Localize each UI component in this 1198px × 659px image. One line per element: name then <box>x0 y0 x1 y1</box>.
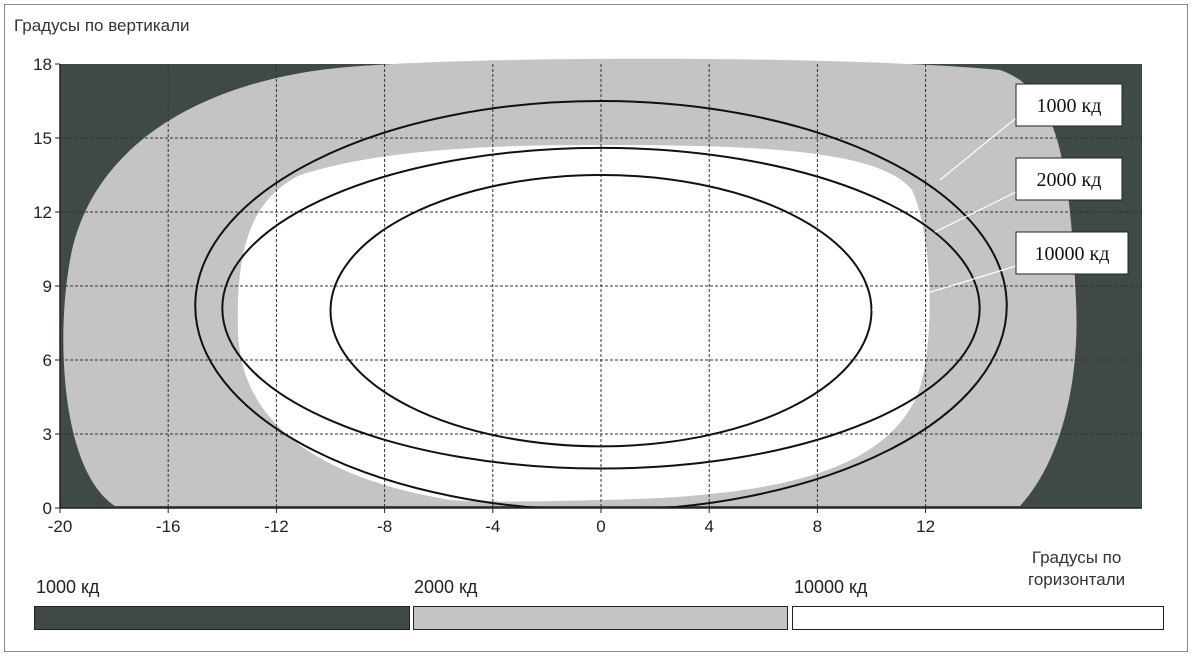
legend-swatch-2000 <box>413 606 788 630</box>
chart-frame <box>4 4 1188 652</box>
callout-box-1 <box>1015 157 1123 201</box>
callout-box-0 <box>1015 83 1123 127</box>
legend-label-1000: 1000 кд <box>36 577 100 597</box>
y-axis-label: Градусы по вертикали <box>14 16 190 35</box>
x-tick-label-1: -16 <box>156 517 181 536</box>
x-tick-label-6: 4 <box>704 517 713 536</box>
legend-label-2000: 2000 кд <box>414 577 478 597</box>
x-tick-label-5: 0 <box>596 517 605 536</box>
y-tick-label-0: 0 <box>43 499 52 518</box>
x-tick-label-4: -4 <box>485 517 500 536</box>
legend-swatch-10000 <box>792 606 1164 630</box>
callout-label-2: 10000 кд <box>1035 243 1110 265</box>
x-tick-label-2: -12 <box>264 517 289 536</box>
contour-2 <box>329 173 873 448</box>
x-tick-label-3: -8 <box>377 517 392 536</box>
y-tick-label-5: 15 <box>33 129 52 148</box>
contour-0 <box>194 100 1008 508</box>
callout-leader-1 <box>934 191 1017 233</box>
y-tick-label-2: 6 <box>43 351 52 370</box>
callout-label-1: 2000 кд <box>1037 169 1102 191</box>
callout-label-0: 1000 кд <box>1037 95 1102 117</box>
x-tick-label-8: 12 <box>916 517 935 536</box>
y-tick-label-6: 18 <box>33 55 52 74</box>
x-tick-label-0: -20 <box>48 517 73 536</box>
x-axis-label-line2: горизонтали <box>1028 570 1126 589</box>
y-tick-label-1: 3 <box>43 425 52 444</box>
legend-swatch-1000 <box>34 606 410 630</box>
legend-label-10000: 10000 кд <box>794 577 868 597</box>
x-axis-label: Градусы по горизонтали <box>1028 547 1125 591</box>
contour-1 <box>221 146 981 470</box>
callout-leader-0 <box>939 117 1017 181</box>
y-tick-label-4: 12 <box>33 203 52 222</box>
callout-leader-2 <box>871 265 1017 311</box>
callout-box-2 <box>1015 231 1129 275</box>
x-tick-label-7: 8 <box>813 517 822 536</box>
x-axis-label-line1: Градусы по <box>1031 548 1122 567</box>
zone-10000-fill <box>237 145 930 502</box>
y-tick-label-3: 9 <box>43 277 52 296</box>
